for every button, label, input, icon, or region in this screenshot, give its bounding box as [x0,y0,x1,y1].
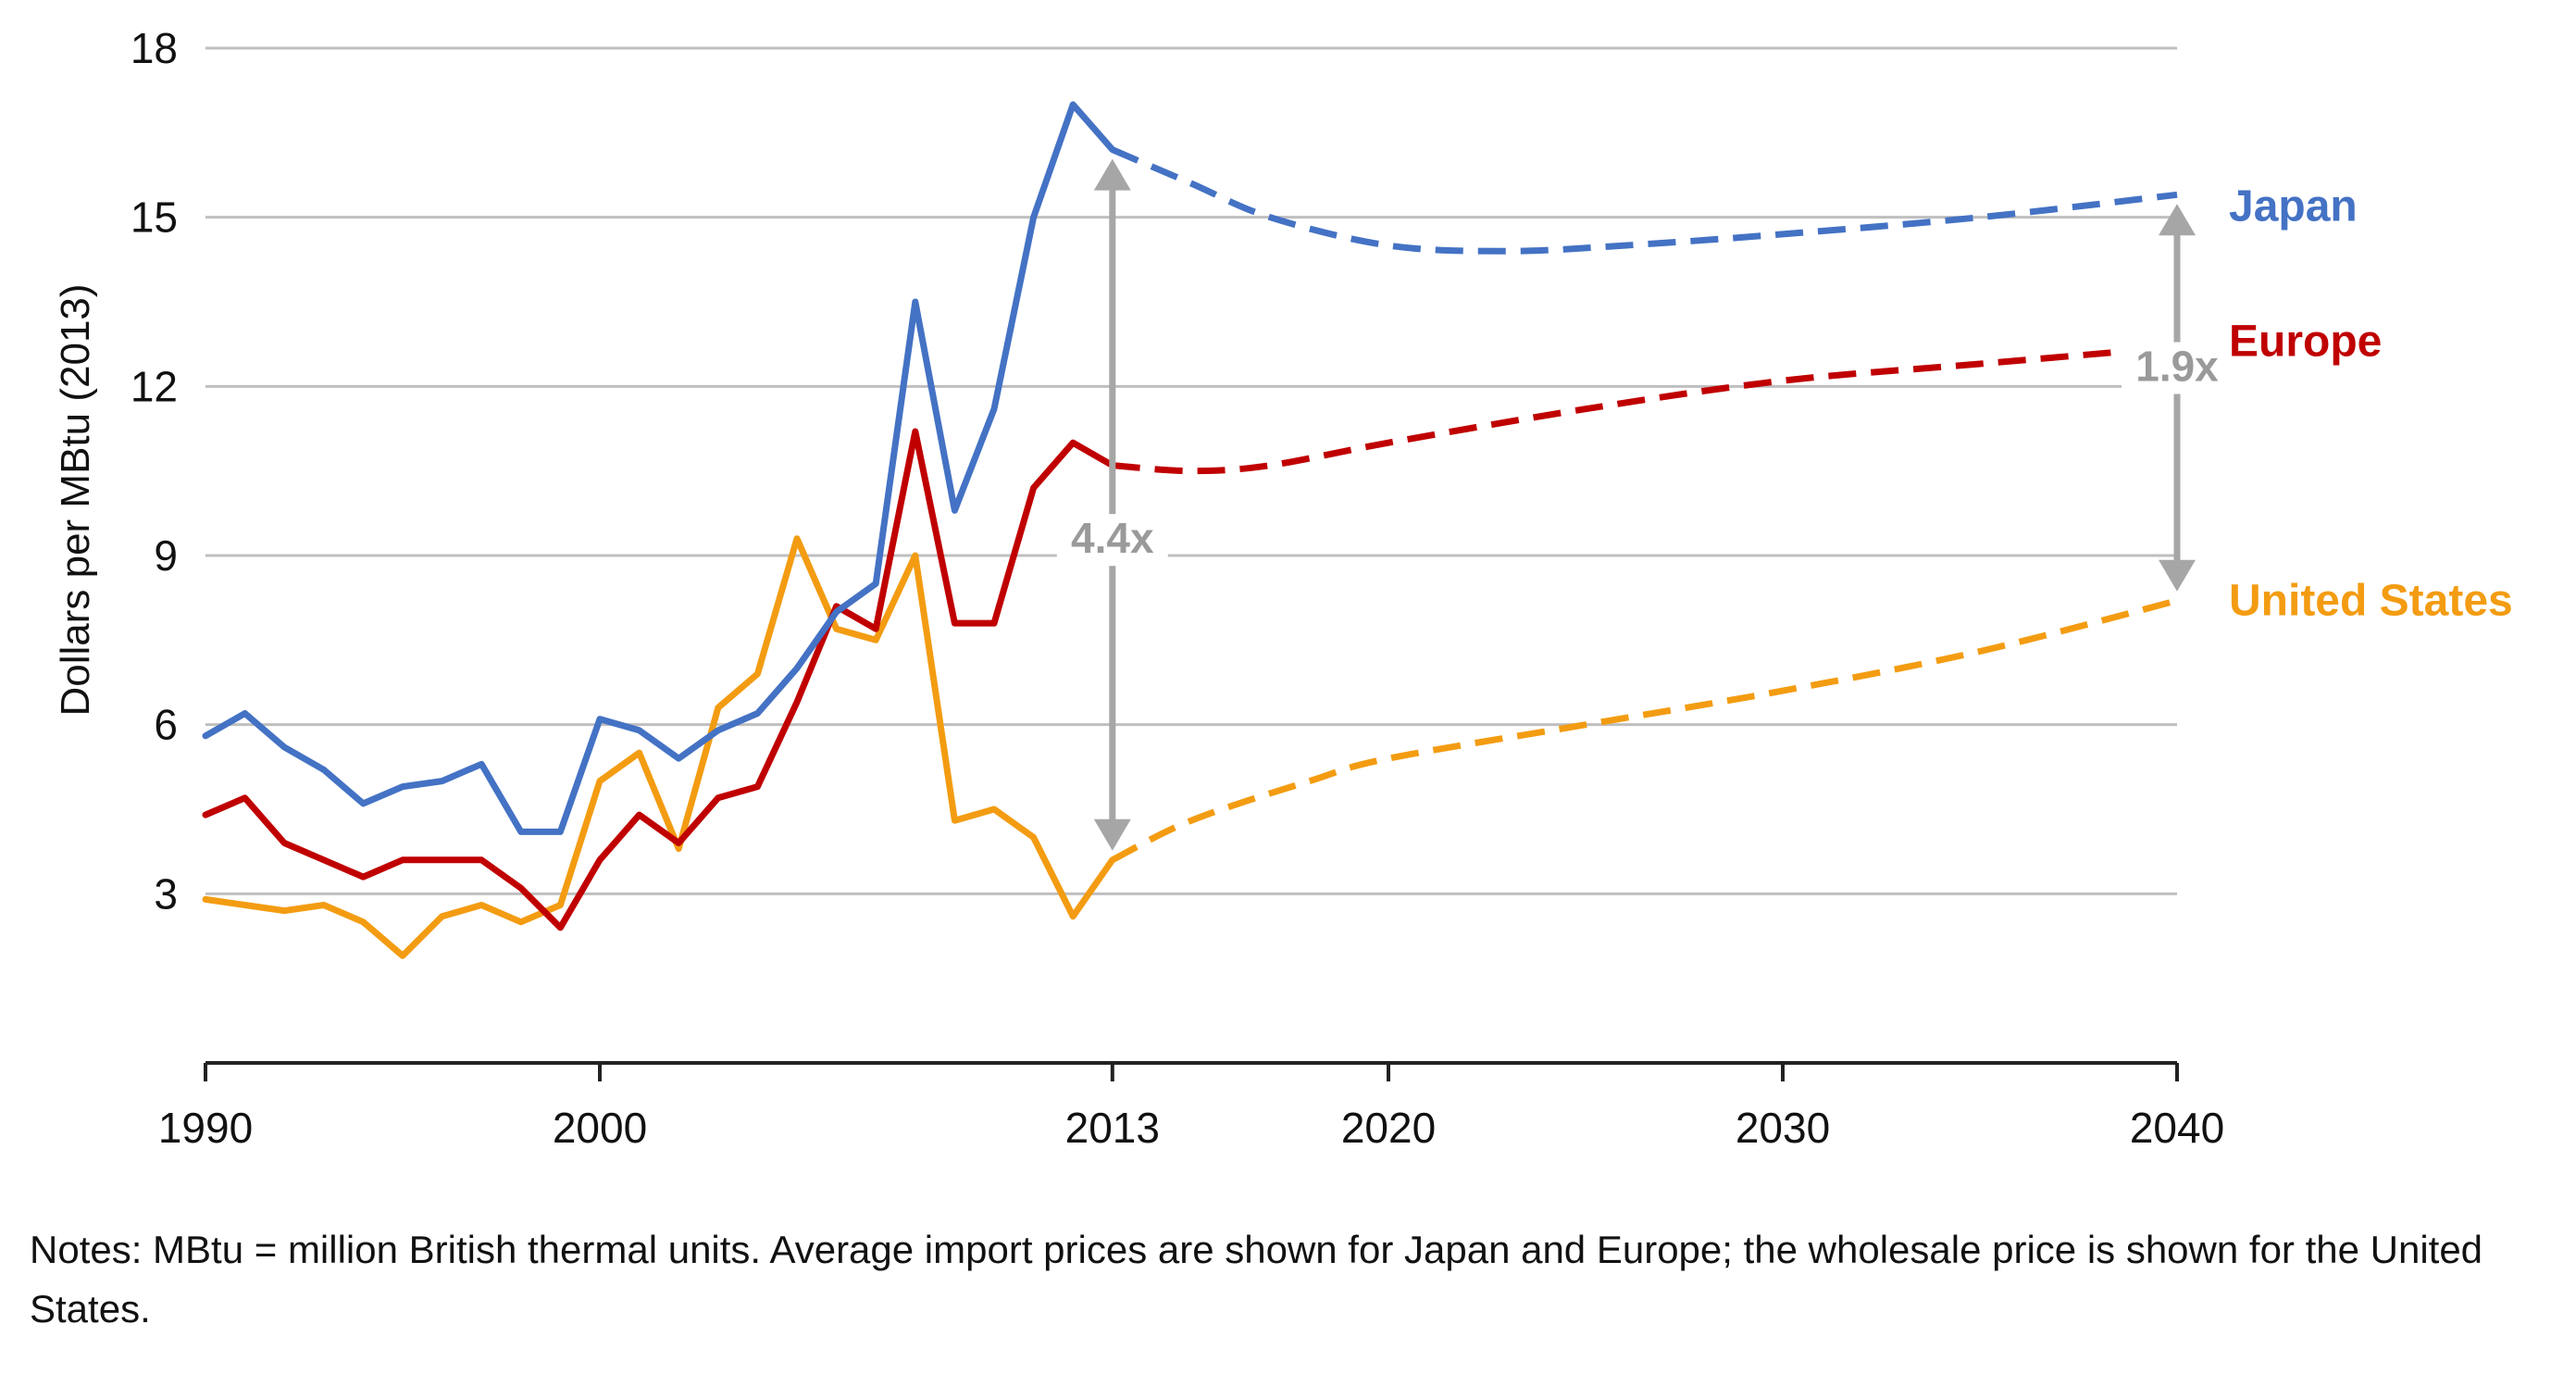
ratio-arrow-head-up [2159,204,2196,236]
series-line-europe-projection [1112,344,2178,475]
grid-lines [205,46,2177,895]
ratio-arrow-head-down [1093,818,1131,851]
x-tick-label: 1990 [158,1104,253,1152]
ratio-arrow-head-up [1093,158,1131,191]
ratio-label-background [2122,342,2233,394]
series-line-united-states-projection [1111,597,2178,863]
ratio-label-background [1056,514,1168,567]
series-line-japan-projection [1111,146,2178,255]
series-line-europe-historical [202,428,1116,931]
chart-notes: Notes: MBtu = million British thermal un… [30,1228,2483,1330]
ratio-label: 4.4x [1071,514,1154,562]
y-tick-label: 9 [154,531,178,580]
ratio-label: 1.9x [2135,343,2219,391]
chart: 4.4x 1.9x 3 6 9 12 15 18 1990 2000 2013 2020 2030 20… [53,24,2513,1152]
y-tick-label: 12 [131,362,178,410]
ratio-arrow-head-down [2159,559,2196,592]
series-line-united-states-historical [202,535,1116,959]
legend-label-europe: Europe [2229,318,2382,367]
y-tick-label: 3 [154,869,178,918]
x-tick-label: 2040 [2130,1104,2224,1152]
x-tick-label: 2013 [1065,1104,1160,1152]
y-tick-label: 18 [131,24,178,72]
legend-label-japan: Japan [2229,181,2358,231]
y-axis-title: Dollars per MBtu (2013) [53,283,98,716]
x-tick-label: 2020 [1341,1104,1436,1152]
y-tick-label: 6 [154,701,178,749]
series-line-japan-historical [202,101,1116,835]
y-tick-label: 15 [131,194,178,242]
legend-label-united-states: United States [2229,577,2513,626]
series-lines [202,101,2178,959]
x-tick-label: 2030 [1736,1104,1830,1152]
x-tick-label: 2000 [553,1104,647,1152]
ratio-annotations: 4.4x 1.9x [1056,158,2233,851]
tick-labels: 3 6 9 12 15 18 1990 2000 2013 2020 2030 2040 Japan Eu… [131,24,2513,1152]
